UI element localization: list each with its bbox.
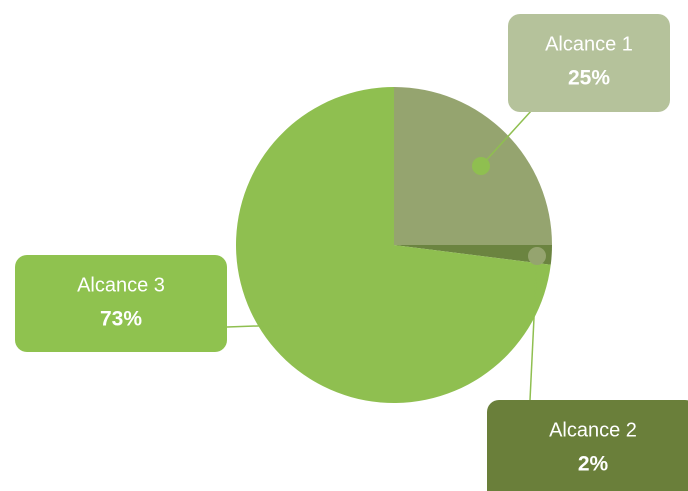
leader-dot xyxy=(472,157,490,175)
value-label: 25% xyxy=(568,67,610,90)
category-label: Alcance 2 xyxy=(549,419,637,441)
category-label: Alcance 1 xyxy=(545,33,633,55)
pie-slice xyxy=(394,245,552,265)
leader-dot xyxy=(528,247,546,265)
value-label: 73% xyxy=(100,308,142,331)
label-box xyxy=(15,255,227,352)
category-label: Alcance 3 xyxy=(77,274,165,296)
leader-line xyxy=(226,324,286,328)
label-box xyxy=(487,400,688,491)
pie-slice xyxy=(236,87,551,404)
label-box xyxy=(508,14,670,112)
value-label: 2% xyxy=(578,453,609,476)
leader-line xyxy=(480,109,533,167)
leader-line xyxy=(529,255,538,401)
